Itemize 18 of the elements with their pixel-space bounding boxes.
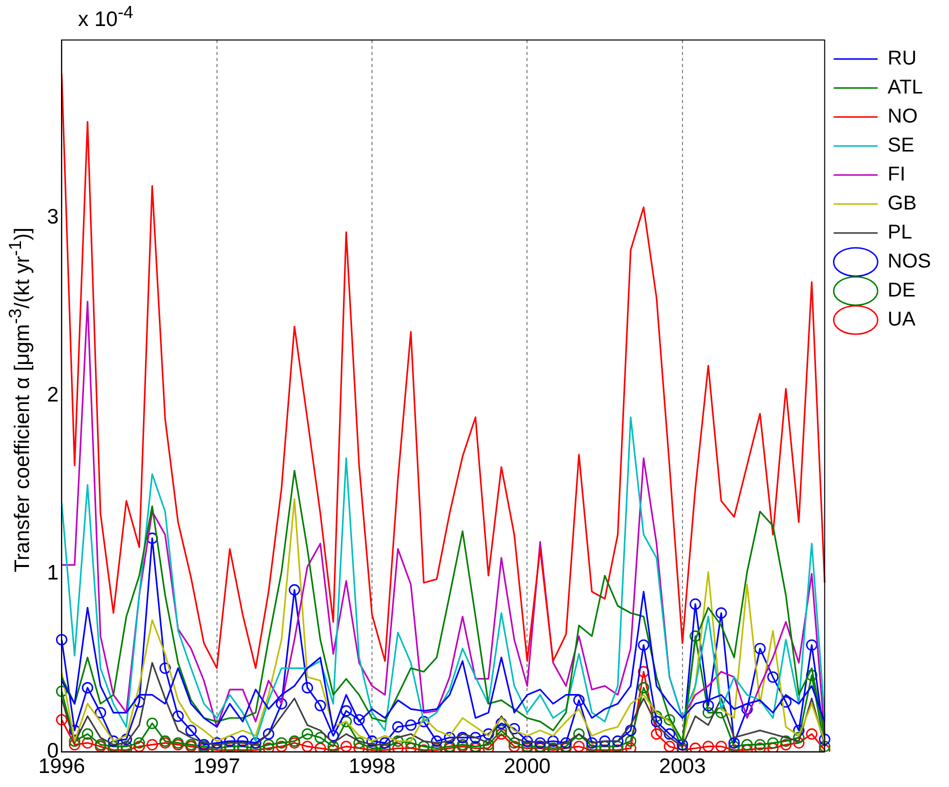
legend-label: NO	[888, 106, 918, 128]
legend-label: DE	[888, 280, 916, 302]
x-tick-label: 1997	[194, 755, 240, 778]
y-tick-label: 2	[46, 384, 59, 407]
text: x 10$^{-4}$	[78, 2, 134, 32]
y-tick-label: 1	[46, 562, 59, 585]
y-tick-label: 3	[46, 206, 59, 229]
x-tick-label: 2000	[504, 755, 551, 778]
legend-label: ATL	[888, 76, 923, 99]
x-tick-label: 2003	[659, 755, 706, 778]
x-tick-label: 1998	[348, 755, 396, 778]
legend-label: SE	[888, 134, 914, 157]
legend-label: GB	[888, 192, 917, 215]
legend-label: PL	[888, 222, 912, 244]
legend-label: UA	[888, 308, 916, 331]
legend-label: FI	[888, 164, 906, 186]
legend-label: NOS	[888, 250, 932, 273]
legend-label: RU	[888, 48, 917, 70]
